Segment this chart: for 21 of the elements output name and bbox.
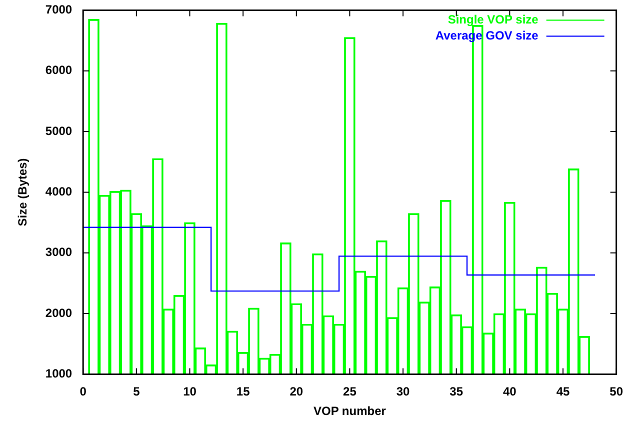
x-tick-label: 50 xyxy=(610,384,624,399)
y-tick-label: 3000 xyxy=(45,245,72,260)
x-tick-label: 0 xyxy=(80,384,87,399)
x-tick-label: 20 xyxy=(290,384,304,399)
y-tick-label: 5000 xyxy=(45,124,72,138)
legend-label: Single VOP size xyxy=(448,12,539,27)
x-axis-title: VOP number xyxy=(313,404,386,418)
x-tick-label: 5 xyxy=(133,384,140,399)
x-tick-label: 40 xyxy=(503,384,517,399)
y-tick-label: 2000 xyxy=(45,306,72,320)
y-tick-label: 7000 xyxy=(45,2,72,17)
y-tick-label: 6000 xyxy=(45,63,72,78)
y-axis-title: Size (Bytes) xyxy=(16,158,30,226)
x-tick-label: 15 xyxy=(236,384,250,399)
x-tick-label: 25 xyxy=(343,384,357,399)
x-tick-label: 35 xyxy=(450,384,464,399)
y-tick-label: 4000 xyxy=(45,184,72,199)
x-tick-label: 10 xyxy=(183,384,197,399)
x-tick-label: 45 xyxy=(556,384,570,399)
x-tick-label: 30 xyxy=(396,384,410,399)
y-tick-label: 1000 xyxy=(45,366,72,381)
